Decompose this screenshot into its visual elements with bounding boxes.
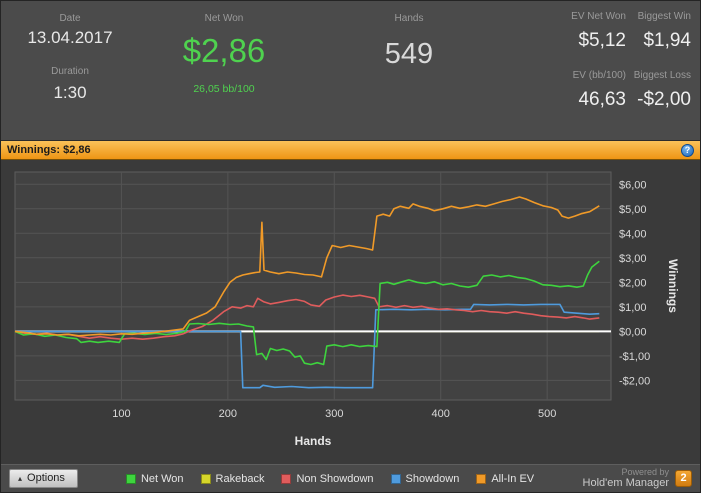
- powered-by-text: Powered by Hold'em Manager: [583, 467, 669, 490]
- series-line-showdown: [15, 303, 600, 389]
- ev-bb100-label: EV (bb/100): [572, 70, 626, 81]
- stat-column-ev: EV Net Won $5,12 EV (bb/100) 46,63: [509, 1, 626, 140]
- ev-bb100-value: 46,63: [578, 89, 626, 110]
- stats-header: Date 13.04.2017 Duration 1:30 Net Won $2…: [1, 1, 700, 140]
- legend-swatch-all-in-ev: [476, 473, 487, 484]
- legend-swatch-net-won: [125, 473, 136, 484]
- winnings-chart: $6,00 $5,00 $4,00 $3,00 $2,00 $1,00 $0,00 -$1,0…: [14, 171, 680, 448]
- y-tick-label: $1,00: [619, 302, 647, 314]
- info-icon[interactable]: ?: [681, 143, 694, 157]
- legend-item-non-showdown: Non Showdown: [281, 472, 374, 485]
- date-value: 13.04.2017: [27, 28, 113, 47]
- y-tick-label: -$2,00: [619, 375, 650, 387]
- stat-column-biggest: Biggest Win $1,94 Biggest Loss -$2,00: [626, 1, 700, 140]
- footer-bar: ▴ Options Net Won Rakeback Non Showdown Sho…: [1, 464, 700, 492]
- legend-swatch-rakeback: [200, 473, 211, 484]
- y-tick-label: $0,00: [619, 326, 647, 338]
- stat-column-hands: Hands 549: [309, 1, 509, 140]
- chart-area: $6,00 $5,00 $4,00 $3,00 $2,00 $1,00 $0,00 -$1,0…: [1, 160, 700, 464]
- duration-value: 1:30: [53, 83, 87, 102]
- stat-column-date: Date 13.04.2017 Duration 1:30: [1, 1, 139, 140]
- net-won-value: $2,86: [182, 32, 266, 69]
- biggest-loss-label: Biggest Loss: [633, 70, 691, 81]
- legend-item-showdown: Showdown: [390, 472, 460, 485]
- x-tick-label: 400: [432, 408, 450, 420]
- legend-label: All-In EV: [491, 472, 535, 485]
- options-button-label: Options: [27, 472, 65, 484]
- y-tick-label: $3,00: [619, 253, 647, 265]
- legend-label: Showdown: [405, 472, 460, 485]
- y-tick-label: $5,00: [619, 204, 647, 216]
- biggest-win-value: $1,94: [643, 30, 691, 51]
- plot-area: [14, 171, 612, 401]
- biggest-loss-value: -$2,00: [637, 89, 691, 110]
- legend-label: Non Showdown: [296, 472, 374, 485]
- powered-by-block: Powered by Hold'em Manager 2: [583, 467, 692, 490]
- chart-legend: Net Won Rakeback Non Showdown Showdown All-I…: [125, 472, 534, 485]
- net-won-bb100: 26,05 bb/100: [193, 83, 255, 95]
- options-button[interactable]: ▴ Options: [9, 469, 78, 488]
- x-tick-label: 200: [219, 408, 237, 420]
- legend-item-all-in-ev: All-In EV: [476, 473, 534, 485]
- hands-label: Hands: [394, 13, 424, 24]
- options-expand-icon: ▴: [18, 473, 23, 483]
- date-label: Date: [59, 13, 81, 24]
- stat-column-net-won: Net Won $2,86 26,05 bb/100: [139, 1, 309, 140]
- legend-item-rakeback: Rakeback: [200, 472, 265, 485]
- duration-label: Duration: [51, 66, 89, 77]
- x-tick-label: 300: [325, 408, 343, 420]
- legend-label: Rakeback: [215, 472, 265, 485]
- winnings-bar: Winnings: $2,86 ?: [1, 140, 700, 160]
- powered-by-label: Powered by: [621, 467, 669, 477]
- y-tick-label: $2,00: [619, 277, 647, 289]
- brand-name: Hold'em Manager: [582, 477, 669, 490]
- x-tick-label: 500: [538, 408, 556, 420]
- hands-value: 549: [384, 38, 434, 70]
- y-tick-label: -$1,00: [619, 351, 650, 363]
- series-line-all-in-ev: [14, 196, 600, 337]
- winnings-bar-label: Winnings: $2,86: [7, 144, 91, 156]
- legend-swatch-non-showdown: [281, 473, 292, 484]
- legend-item-net-won: Net Won: [125, 472, 184, 485]
- ev-net-won-label: EV Net Won: [571, 11, 626, 22]
- net-won-label: Net Won: [204, 13, 244, 24]
- x-tick-label: 100: [112, 408, 130, 420]
- legend-swatch-showdown: [390, 473, 401, 484]
- y-tick-label: $6,00: [619, 179, 647, 191]
- legend-label: Net Won: [140, 472, 184, 485]
- y-tick-label: $4,00: [619, 228, 647, 240]
- brand-logo-badge: 2: [675, 469, 692, 487]
- biggest-win-label: Biggest Win: [637, 11, 691, 22]
- series-line-non-showdown: [14, 294, 600, 340]
- y-axis-title: Winnings: [666, 259, 680, 313]
- ev-net-won-value: $5,12: [578, 30, 626, 51]
- x-axis-title: Hands: [295, 434, 332, 448]
